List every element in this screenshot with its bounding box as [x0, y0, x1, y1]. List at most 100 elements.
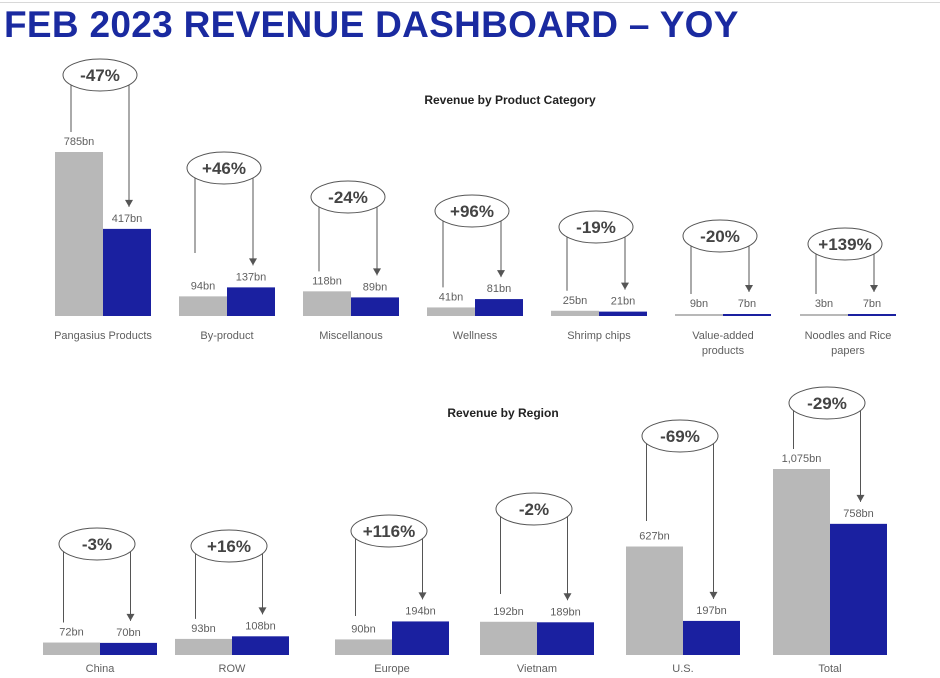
region-change-oval	[350, 514, 428, 548]
product-data-label-current: 89bn	[363, 281, 387, 293]
region-bar-previous	[773, 469, 830, 655]
product-category-label: By-product	[200, 330, 253, 342]
product-change-arrow-head	[745, 285, 753, 292]
product-change-oval	[434, 194, 510, 228]
region-category-label: Vietnam	[517, 663, 557, 675]
region-bar-current	[830, 523, 887, 655]
region-chart-title: Revenue by Region	[447, 406, 558, 420]
region-category-label: Total	[818, 663, 841, 675]
product-change-label: -47%	[80, 66, 120, 85]
product-change-arrow-head	[125, 199, 133, 207]
region-category-label: China	[86, 663, 116, 675]
product-change-oval	[310, 180, 386, 214]
product-bar-current	[227, 287, 275, 316]
region-change-arrow-head	[418, 592, 427, 600]
region-bar-previous	[626, 546, 683, 655]
region-bar-current	[537, 622, 594, 655]
product-change-label: +46%	[202, 159, 246, 178]
region-change-oval	[641, 419, 719, 453]
region-change-label: +16%	[207, 537, 251, 556]
product-data-label-current: 81bn	[487, 283, 511, 295]
product-bar-previous	[427, 307, 475, 316]
product-change-arrow-head	[373, 268, 381, 276]
product-bar-previous	[551, 310, 599, 316]
product-bar-current	[848, 314, 896, 316]
region-bar-previous	[175, 638, 232, 655]
product-bar-current	[351, 297, 399, 316]
region-category-label: U.S.	[672, 663, 693, 675]
product-bar-current	[599, 311, 647, 316]
product-change-label: -20%	[700, 227, 740, 246]
region-change-label: -3%	[82, 535, 112, 554]
product-data-label-previous: 118bn	[312, 275, 342, 287]
product-change-label: -19%	[576, 218, 616, 237]
region-change-arrow-head	[709, 591, 718, 599]
region-change-oval	[788, 386, 866, 420]
region-data-label-previous: 627bn	[639, 531, 670, 543]
product-bar-current	[103, 228, 151, 316]
product-change-label: -24%	[328, 188, 368, 207]
region-change-oval	[190, 529, 268, 563]
region-data-label-current: 758bn	[843, 508, 874, 520]
region-change-label: -69%	[660, 427, 700, 446]
product-category-label: Pangasius Products	[54, 330, 152, 342]
product-change-arrow-head	[621, 282, 629, 290]
product-bar-current	[723, 314, 771, 316]
region-data-label-previous: 90bn	[351, 623, 375, 635]
product-category-label: Noodles and Rice papers	[805, 330, 892, 357]
product-change-oval	[186, 151, 262, 185]
product-category-label: Value-added products	[692, 330, 754, 357]
region-data-label-previous: 192bn	[493, 606, 524, 618]
region-category-label: Europe	[374, 663, 409, 675]
region-data-label-current: 197bn	[696, 605, 727, 617]
product-data-label-previous: 94bn	[191, 280, 215, 292]
region-change-oval	[495, 492, 573, 526]
region-data-label-current: 194bn	[405, 605, 436, 617]
product-change-arrow-head	[249, 258, 257, 266]
product-data-label-previous: 785bn	[64, 136, 95, 148]
region-change-label: -2%	[519, 500, 549, 519]
region-category-label: ROW	[219, 663, 247, 675]
region-data-label-previous: 93bn	[191, 623, 215, 635]
product-change-oval	[558, 210, 634, 244]
product-category-label: Shrimp chips	[567, 330, 631, 342]
region-bar-previous	[43, 642, 100, 655]
product-data-label-current: 417bn	[112, 213, 143, 225]
product-change-arrow-head	[497, 270, 505, 278]
product-data-label-current: 7bn	[863, 298, 881, 310]
product-bar-previous	[179, 296, 227, 316]
product-bar-previous	[55, 152, 103, 316]
product-data-label-previous: 41bn	[439, 291, 463, 303]
product-data-label-current: 7bn	[738, 298, 756, 310]
region-change-label: +116%	[363, 522, 415, 541]
region-change-arrow-head	[258, 607, 267, 615]
region-data-label-current: 70bn	[116, 627, 140, 639]
region-bar-previous	[480, 621, 537, 655]
region-bar-current	[683, 620, 740, 655]
product-data-label-previous: 25bn	[563, 295, 587, 307]
product-chart-title: Revenue by Product Category	[424, 93, 596, 107]
region-change-label: -29%	[807, 394, 847, 413]
region-change-arrow-head	[856, 494, 865, 502]
product-data-label-previous: 3bn	[815, 298, 833, 310]
product-bar-current	[475, 299, 523, 316]
region-change-oval	[58, 527, 136, 561]
product-data-label-current: 21bn	[611, 296, 635, 308]
dashboard-title: FEB 2023 REVENUE DASHBOARD – YOY	[4, 4, 739, 45]
region-bar-current	[392, 621, 449, 655]
product-change-oval	[62, 58, 138, 92]
region-bar-current	[232, 636, 289, 655]
product-change-oval	[807, 227, 883, 261]
region-data-label-previous: 72bn	[59, 627, 83, 639]
region-data-label-current: 108bn	[245, 620, 276, 632]
product-change-label: +96%	[450, 202, 494, 221]
region-change-arrow-head	[126, 613, 135, 621]
region-bar-previous	[335, 639, 392, 655]
region-change-arrow-head	[563, 593, 572, 601]
product-category-label: Miscellanous	[319, 330, 383, 342]
region-bar-current	[100, 642, 157, 655]
product-data-label-previous: 9bn	[690, 298, 708, 310]
product-bar-previous	[800, 314, 848, 316]
product-change-arrow-head	[870, 285, 878, 292]
